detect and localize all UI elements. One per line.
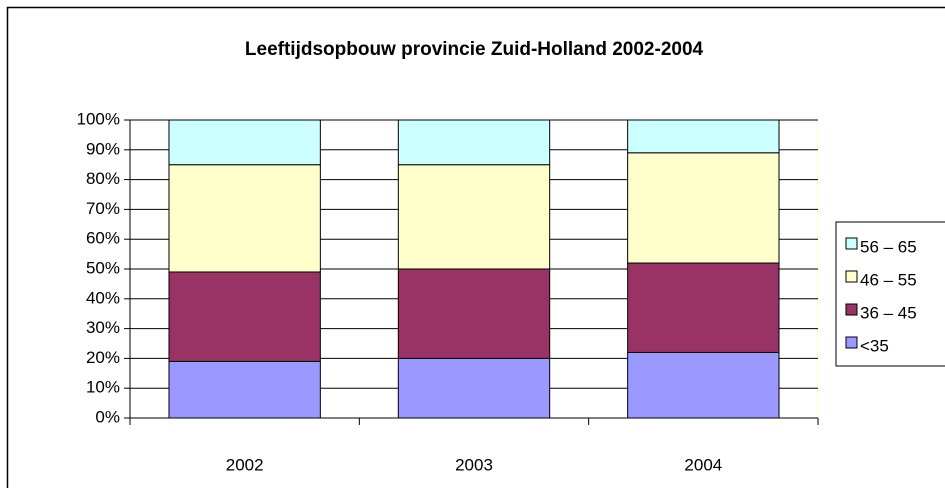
y-tick-label: 90% — [86, 139, 120, 158]
y-tick-label: 40% — [86, 288, 120, 307]
y-tick-label: 10% — [86, 378, 120, 397]
y-tick-label: 70% — [86, 199, 120, 218]
x-tick-label: 2003 — [455, 455, 493, 474]
bar-segment — [627, 119, 780, 154]
bar-segment — [397, 357, 551, 419]
bar-segment — [168, 360, 321, 419]
bar-segment — [627, 262, 780, 353]
bar-segment — [397, 119, 551, 166]
bar-segment — [168, 271, 321, 362]
legend-label: 46 – 55 — [860, 270, 917, 289]
legend-swatch — [845, 303, 858, 316]
legend-swatch — [845, 336, 858, 349]
legend-swatch — [845, 237, 858, 250]
legend-label: 56 – 65 — [860, 237, 917, 256]
y-tick-label: 30% — [86, 318, 120, 337]
y-tick-label: 80% — [86, 169, 120, 188]
bar-segment — [168, 119, 321, 166]
bar-segment — [397, 164, 551, 270]
y-tick-label: 20% — [86, 348, 120, 367]
legend-swatch — [845, 270, 858, 283]
x-tick-label: 2002 — [226, 455, 264, 474]
chart-title: Leeftijdsopbouw provincie Zuid-Holland 2… — [245, 39, 704, 60]
x-tick-label: 2004 — [684, 455, 722, 474]
bar-segment — [168, 164, 321, 273]
y-tick-label: 60% — [86, 229, 120, 248]
bar-segment — [627, 351, 780, 419]
bar-segment — [627, 152, 780, 264]
legend-label: 36 – 45 — [860, 303, 917, 322]
y-tick-label: 100% — [77, 109, 120, 128]
y-tick-label: 0% — [95, 407, 120, 426]
bar-segment — [397, 268, 551, 359]
y-tick-label: 50% — [86, 258, 120, 277]
legend-label: <35 — [860, 336, 889, 355]
